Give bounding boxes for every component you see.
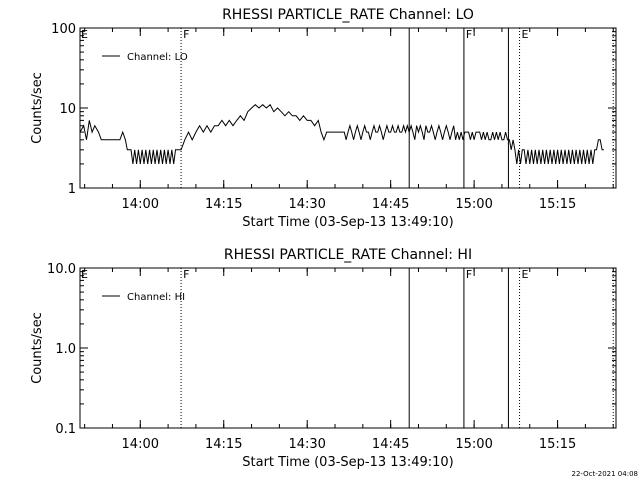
chart-title: RHESSI PARTICLE_RATE Channel: HI <box>224 247 472 263</box>
date-stamp: 22-Oct-2021 04:08 <box>572 470 638 478</box>
x-tick-label: 14:15 <box>205 437 242 452</box>
marker-label: F <box>183 268 189 281</box>
x-tick-label: 15:00 <box>455 437 492 452</box>
x-tick-label: 14:15 <box>205 197 242 212</box>
y-tick-label: 10.0 <box>47 262 76 277</box>
x-tick-label: 15:15 <box>539 197 576 212</box>
y-axis-label: Counts/sec <box>30 312 45 384</box>
x-tick-label: 14:45 <box>372 197 409 212</box>
edge-label: E <box>81 28 88 41</box>
x-tick-label: 14:45 <box>372 437 409 452</box>
y-tick-label: 10 <box>59 102 76 117</box>
x-tick-label: 15:00 <box>455 197 492 212</box>
y-axis-label: Counts/sec <box>30 72 45 144</box>
y-tick-label: 100 <box>51 22 76 37</box>
x-tick-label: 14:00 <box>122 437 159 452</box>
y-tick-label: 1 <box>68 182 76 197</box>
marker-label: F <box>466 28 472 41</box>
marker-label: E <box>522 28 529 41</box>
x-tick-label: 14:30 <box>288 437 325 452</box>
x-tick-label: 14:00 <box>122 197 159 212</box>
chart-title: RHESSI PARTICLE_RATE Channel: LO <box>222 7 474 23</box>
panel-0: RHESSI PARTICLE_RATE Channel: LO Start Ti… <box>30 7 617 230</box>
y-tick-label: 0.1 <box>55 422 76 437</box>
marker-label: F <box>183 28 189 41</box>
marker-label: F <box>466 268 472 281</box>
y-tick-label: 1.0 <box>55 342 76 357</box>
series-line-0 <box>79 103 604 164</box>
x-tick-label: 15:15 <box>539 437 576 452</box>
x-tick-label: 14:30 <box>288 197 325 212</box>
edge-label: E <box>81 268 88 281</box>
legend-entry: Channel: LO <box>127 52 188 63</box>
marker-label: E <box>522 268 529 281</box>
x-axis-label: Start Time (03-Sep-13 13:49:10) <box>242 455 453 470</box>
x-axis-label: Start Time (03-Sep-13 13:49:10) <box>242 215 453 230</box>
legend-entry: Channel: HI <box>127 292 185 303</box>
panel-1: RHESSI PARTICLE_RATE Channel: HI Start Ti… <box>30 247 617 470</box>
